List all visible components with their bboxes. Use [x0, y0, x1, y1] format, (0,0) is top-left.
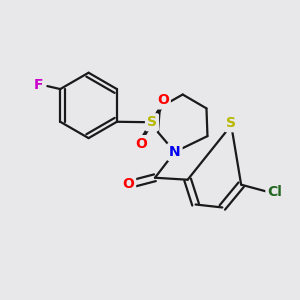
Text: S: S	[226, 116, 236, 130]
Text: O: O	[135, 137, 147, 151]
Text: S: S	[147, 115, 157, 129]
Text: O: O	[122, 177, 134, 191]
Text: Cl: Cl	[267, 184, 282, 199]
Text: N: N	[169, 145, 181, 159]
Text: F: F	[34, 78, 43, 92]
Text: O: O	[157, 94, 169, 107]
